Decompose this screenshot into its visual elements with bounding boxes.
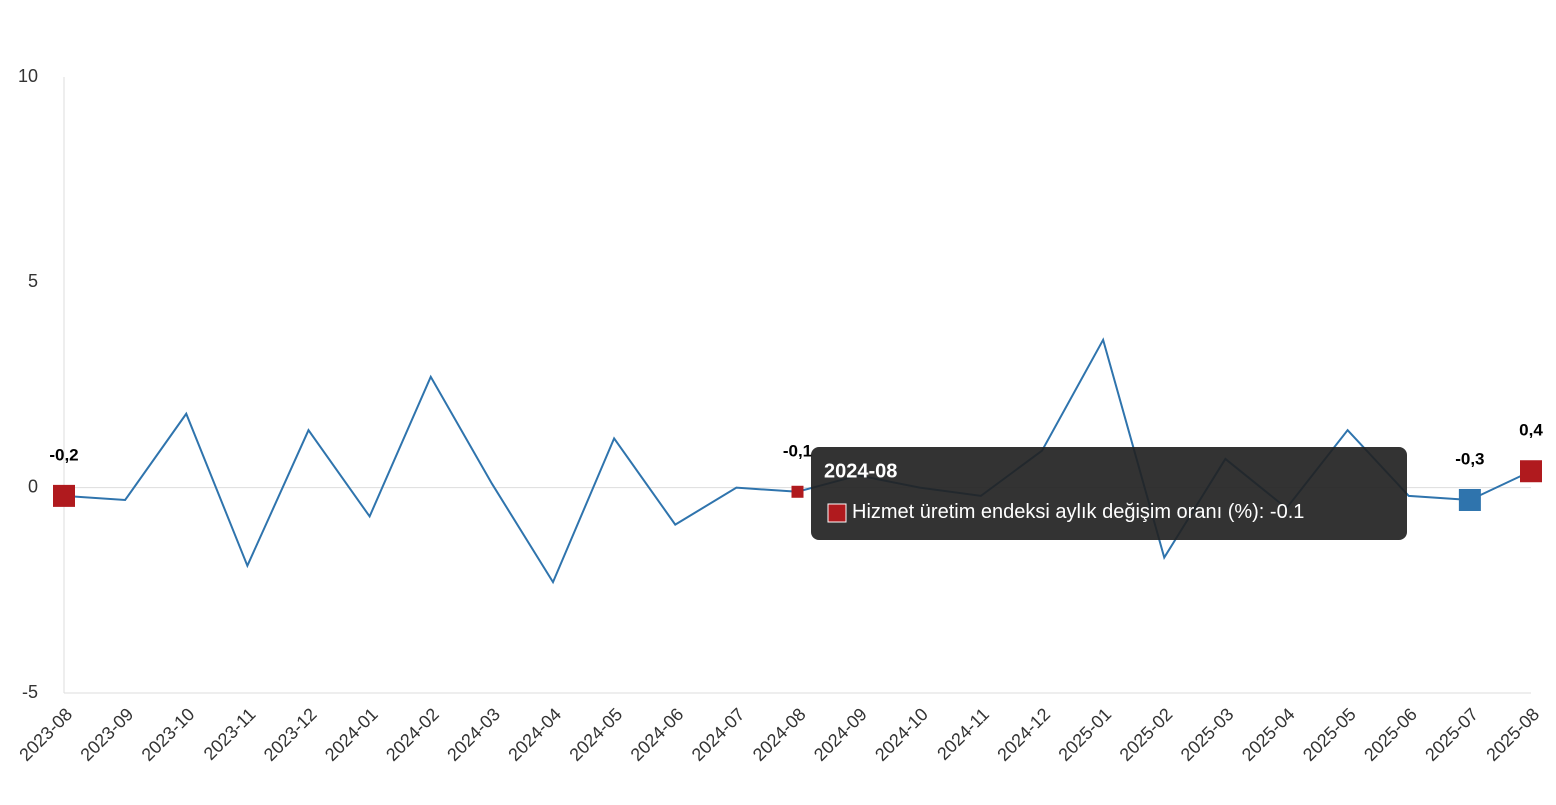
- tooltip: 2024-08 Hizmet üretim endeksi aylık deği…: [811, 447, 1407, 540]
- y-tick-label: 0: [28, 476, 38, 496]
- tooltip-series: Hizmet üretim endeksi aylık değişim oran…: [852, 501, 1259, 523]
- x-tick-label: 2024-12: [993, 704, 1054, 765]
- x-tick-label: 2023-11: [200, 704, 260, 764]
- x-tick-label: 2024-02: [382, 704, 443, 765]
- y-tick-label: -5: [22, 682, 38, 702]
- y-tick-label: 5: [28, 271, 38, 291]
- tooltip-title: 2024-08: [824, 460, 897, 482]
- tooltip-text: Hizmet üretim endeksi aylık değişim oran…: [852, 501, 1304, 523]
- x-tick-label: 2023-12: [260, 704, 321, 765]
- x-tick-label: 2023-08: [15, 704, 76, 765]
- marker: [53, 484, 75, 507]
- x-tick-label: 2024-11: [933, 704, 993, 764]
- data-label: -0,2: [49, 445, 78, 464]
- marker: [1458, 488, 1481, 511]
- tooltip-swatch: [827, 503, 847, 523]
- x-tick-label: 2024-01: [321, 704, 382, 765]
- x-tick-label: 2025-02: [1116, 704, 1177, 765]
- x-tick-label: 2025-03: [1177, 704, 1238, 765]
- x-tick-label: 2025-07: [1421, 704, 1482, 765]
- x-tick-label: 2024-04: [504, 704, 565, 765]
- marker: [791, 485, 804, 498]
- marker: [1520, 460, 1542, 483]
- x-tick-label: 2025-05: [1299, 704, 1360, 765]
- x-tick-label: 2024-09: [810, 704, 871, 765]
- x-tick-label: 2024-10: [871, 704, 932, 765]
- x-tick-label: 2024-08: [749, 704, 810, 765]
- x-tick-label: 2024-07: [688, 704, 749, 765]
- data-label: 0,4: [1519, 421, 1543, 440]
- x-tick-label: 2023-10: [138, 704, 199, 765]
- tooltip-box: [811, 447, 1407, 540]
- x-tick-label: 2024-03: [443, 704, 504, 765]
- data-label: -0,1: [783, 441, 812, 460]
- x-tick-label: 2025-04: [1238, 704, 1299, 765]
- x-tick-label: 2025-08: [1482, 704, 1543, 765]
- tooltip-value: -0.1: [1270, 501, 1304, 523]
- x-tick-label: 2024-06: [627, 704, 688, 765]
- x-tick-label: 2025-06: [1360, 704, 1421, 765]
- x-tick-label: 2024-05: [565, 704, 626, 765]
- tooltip-sep: :: [1259, 501, 1270, 523]
- data-label: -0,3: [1455, 449, 1484, 468]
- x-tick-label: 2025-01: [1054, 704, 1115, 765]
- x-tick-label: 2023-09: [76, 704, 137, 765]
- y-tick-label: 10: [18, 66, 38, 86]
